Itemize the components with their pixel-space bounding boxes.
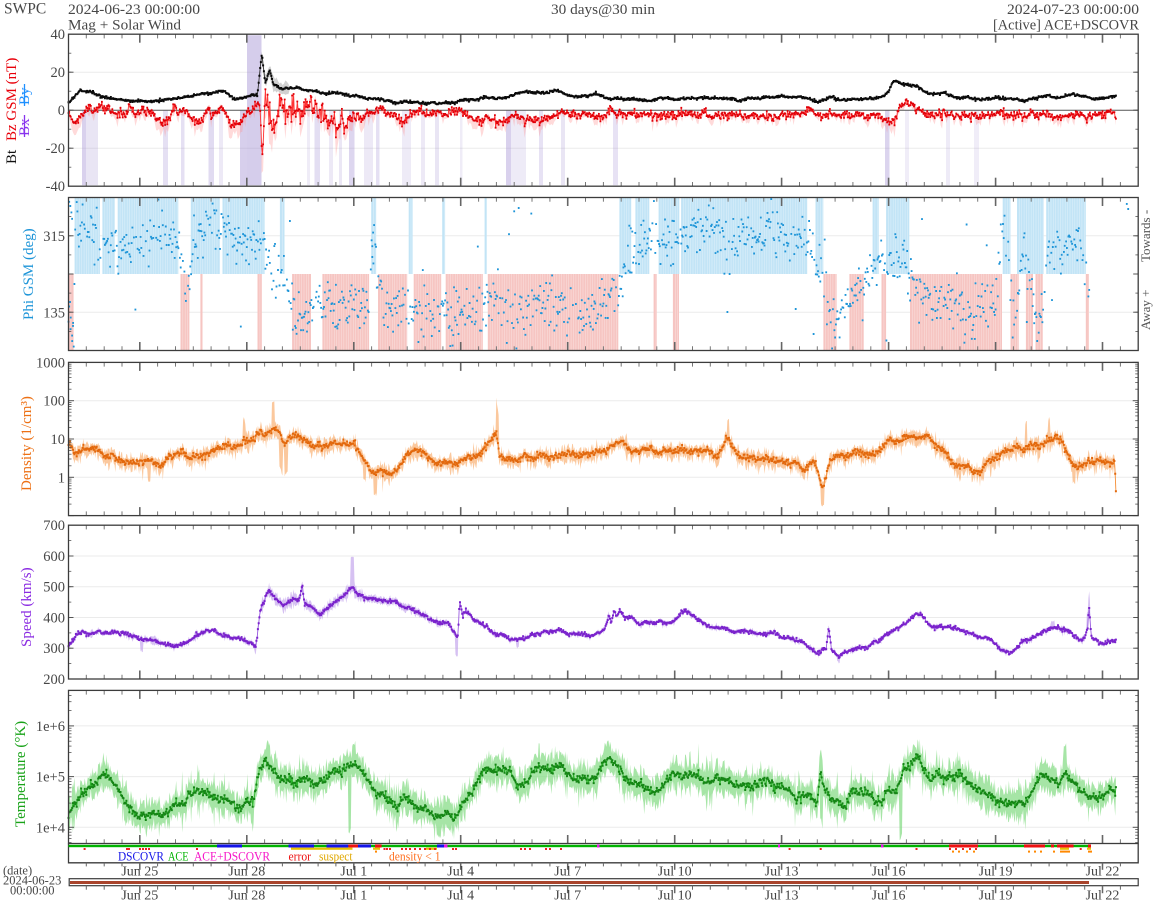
svg-text:2024-06-23 00:00:00: 2024-06-23 00:00:00 xyxy=(68,2,200,18)
svg-text:Jul 10: Jul 10 xyxy=(658,889,692,904)
svg-text:20: 20 xyxy=(51,65,66,81)
svg-text:Temperature (°K): Temperature (°K) xyxy=(13,721,29,827)
svg-text:Jul 7: Jul 7 xyxy=(554,865,581,880)
svg-text:600: 600 xyxy=(43,549,65,565)
svg-text:Phi GSM (deg): Phi GSM (deg) xyxy=(21,228,37,320)
svg-text:Towards -: Towards - xyxy=(1138,210,1153,262)
svg-text:Jul 4: Jul 4 xyxy=(447,889,474,904)
svg-text:Jul 22: Jul 22 xyxy=(1086,865,1120,880)
svg-text:100: 100 xyxy=(43,394,65,410)
svg-text:315: 315 xyxy=(43,229,65,245)
svg-text:(date): (date) xyxy=(3,864,32,878)
svg-text:suspect: suspect xyxy=(319,849,353,864)
svg-text:Jul 10: Jul 10 xyxy=(658,865,692,880)
svg-text:00:00:00: 00:00:00 xyxy=(10,884,54,898)
svg-text:700: 700 xyxy=(43,518,65,534)
svg-text:Bz GSM (nT): Bz GSM (nT) xyxy=(4,58,20,141)
svg-text:Jul 19: Jul 19 xyxy=(979,865,1013,880)
svg-text:200: 200 xyxy=(43,672,65,688)
svg-text:Speed (km/s): Speed (km/s) xyxy=(19,567,35,647)
svg-text:Jul 22: Jul 22 xyxy=(1086,889,1120,904)
svg-text:1: 1 xyxy=(58,470,65,486)
svg-text:2024-07-23 00:00:00: 2024-07-23 00:00:00 xyxy=(1007,2,1139,18)
svg-text:1000: 1000 xyxy=(36,355,65,371)
svg-text:Jul 1: Jul 1 xyxy=(340,865,367,880)
svg-text:135: 135 xyxy=(43,305,65,321)
svg-text:400: 400 xyxy=(43,610,65,626)
svg-text:Jun 25: Jun 25 xyxy=(121,865,158,880)
svg-text:30 days@30 min: 30 days@30 min xyxy=(551,2,655,18)
svg-text:Jul 19: Jul 19 xyxy=(979,889,1013,904)
svg-text:Jul 7: Jul 7 xyxy=(554,889,581,904)
svg-text:error: error xyxy=(289,849,312,864)
svg-text:-40: -40 xyxy=(46,179,65,195)
svg-text:1e+4: 1e+4 xyxy=(36,820,66,836)
svg-text:Jul 4: Jul 4 xyxy=(447,865,474,880)
svg-text:Bt: Bt xyxy=(4,149,20,164)
svg-text:Mag + Solar Wind: Mag + Solar Wind xyxy=(68,18,182,34)
svg-text:1e+6: 1e+6 xyxy=(36,719,65,735)
svg-text:SWPC: SWPC xyxy=(4,1,46,18)
svg-text:Jul 1: Jul 1 xyxy=(340,889,367,904)
svg-text:Jun 28: Jun 28 xyxy=(228,865,265,880)
svg-text:-20: -20 xyxy=(46,141,65,157)
svg-text:300: 300 xyxy=(43,641,65,657)
svg-text:ACE: ACE xyxy=(168,849,189,864)
svg-text:40: 40 xyxy=(51,27,66,43)
svg-text:500: 500 xyxy=(43,580,65,596)
svg-text:DSCOVR: DSCOVR xyxy=(118,849,164,864)
svg-text:Jun 25: Jun 25 xyxy=(121,889,158,904)
svg-text:1e+5: 1e+5 xyxy=(36,770,65,786)
svg-text:Jul 16: Jul 16 xyxy=(872,865,906,880)
svg-text:10: 10 xyxy=(51,432,66,448)
svg-text:Density (1/cm³): Density (1/cm³) xyxy=(19,396,35,491)
svg-text:Away +: Away + xyxy=(1138,290,1153,330)
svg-text:0: 0 xyxy=(58,103,65,119)
svg-text:[Active] ACE+DSCOVR: [Active] ACE+DSCOVR xyxy=(993,18,1139,34)
svg-text:Jul 16: Jul 16 xyxy=(872,889,906,904)
svg-text:Jul 13: Jul 13 xyxy=(765,865,799,880)
svg-text:density < 1: density < 1 xyxy=(389,849,441,864)
svg-text:Jul 13: Jul 13 xyxy=(765,889,799,904)
svg-text:ACE+DSCOVR: ACE+DSCOVR xyxy=(194,849,270,864)
svg-text:2024-06-23: 2024-06-23 xyxy=(3,874,61,888)
svg-text:Jun 28: Jun 28 xyxy=(228,889,265,904)
